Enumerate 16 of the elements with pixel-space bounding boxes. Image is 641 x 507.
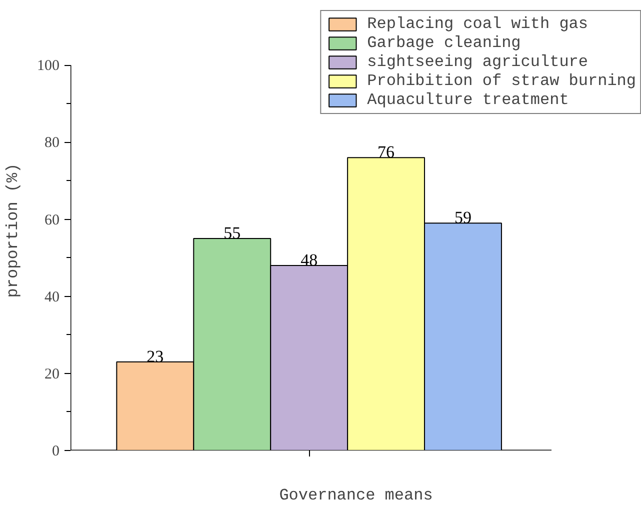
legend-label: Garbage cleaning [367, 34, 521, 52]
y-tick-label: 0 [52, 444, 60, 460]
y-tick-label: 80 [44, 135, 60, 152]
data-label: 59 [454, 208, 472, 228]
x-axis-title: Governance means [279, 486, 433, 504]
y-tick-label: 20 [44, 366, 60, 382]
data-label: 48 [300, 250, 318, 270]
y-tick-label: 60 [44, 212, 60, 228]
legend-label: sightseeing agriculture [367, 53, 588, 71]
legend-label: Prohibition of straw burning [367, 72, 636, 90]
legend-label: Aquaculture treatment [367, 91, 569, 109]
y-tick-label: 40 [44, 289, 60, 306]
y-tick-label: 100 [37, 58, 60, 74]
y-axis-title: proportion (%) [4, 163, 22, 298]
data-label: 76 [378, 142, 395, 162]
legend-label: Replacing coal with gas [367, 15, 588, 33]
